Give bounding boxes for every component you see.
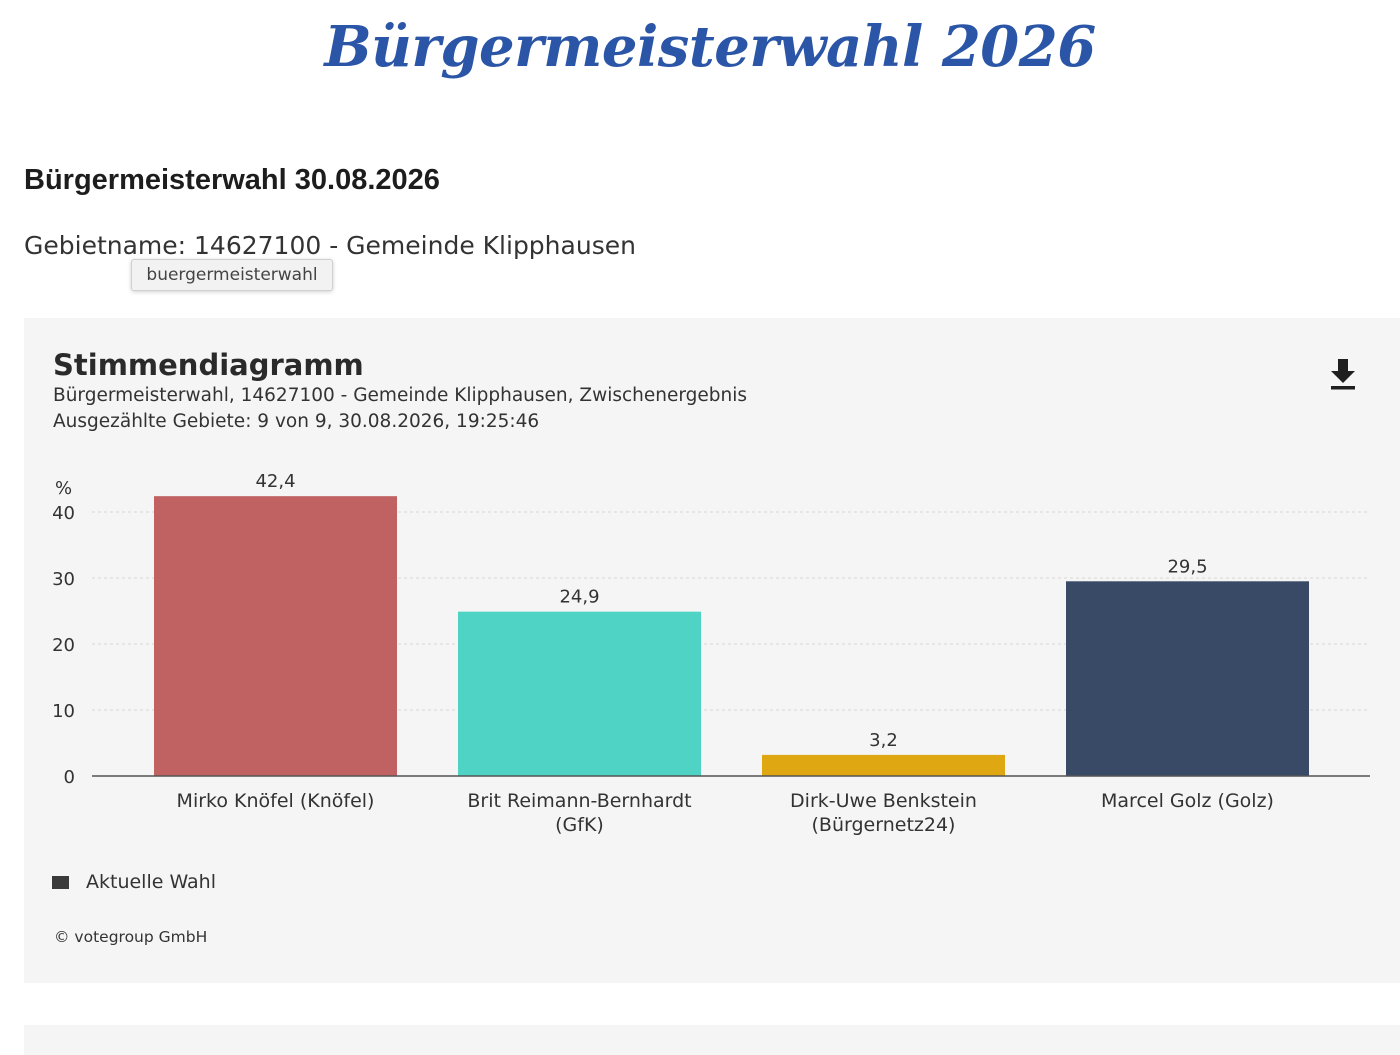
y-axis-unit: %	[55, 478, 72, 499]
x-category-label: Dirk-Uwe Benkstein	[790, 790, 977, 812]
bar-value-label: 24,9	[559, 587, 599, 608]
page-title: Bürgermeisterwahl 30.08.2026	[24, 164, 440, 196]
legend[interactable]: Aktuelle Wahl	[52, 871, 216, 893]
x-category-label: (Bürgernetz24)	[812, 814, 956, 836]
bar	[762, 754, 1005, 776]
bar-value-label: 42,4	[255, 471, 295, 492]
x-category-label: Marcel Golz (Golz)	[1101, 790, 1274, 812]
y-tick-label: 30	[52, 569, 75, 590]
bar	[458, 611, 701, 776]
y-tick-label: 0	[64, 767, 75, 788]
y-tick-label: 10	[52, 701, 75, 722]
tooltip: buergermeisterwahl	[131, 259, 333, 291]
y-tick-label: 40	[52, 503, 75, 524]
x-category-label: (GfK)	[555, 814, 604, 836]
region-name: Gebietname: 14627100 - Gemeinde Klipphau…	[24, 231, 636, 260]
x-category-label: Brit Reimann-Bernhardt	[467, 790, 691, 812]
bar-value-label: 3,2	[869, 730, 898, 751]
bar	[154, 496, 397, 776]
next-panel	[24, 1025, 1400, 1055]
bar-value-label: 29,5	[1167, 556, 1207, 577]
counted-areas: Ausgezählte Gebiete: 9 von 9, 30.08.2026…	[53, 411, 540, 432]
chart-panel: Stimmendiagramm Bürgermeisterwahl, 14627…	[24, 318, 1400, 983]
y-tick-label: 20	[52, 635, 75, 656]
chart-subtitle: Bürgermeisterwahl, 14627100 - Gemeinde K…	[53, 385, 748, 406]
x-category-label: Mirko Knöfel (Knöfel)	[177, 790, 375, 812]
bar-chart: 0 10 20 30 40% 42,4 Mirko Knöfel (Knöfel) 24,9 B…	[52, 471, 1370, 836]
bar	[1066, 581, 1309, 776]
download-icon	[1331, 359, 1355, 390]
copyright: © votegroup GmbH	[54, 928, 208, 946]
legend-swatch	[52, 875, 69, 889]
legend-label: Aktuelle Wahl	[86, 871, 217, 893]
site-title: Bürgermeisterwahl 2026	[324, 14, 1096, 80]
download-button[interactable]	[1324, 354, 1362, 392]
chart-title: Stimmendiagramm	[53, 348, 364, 382]
